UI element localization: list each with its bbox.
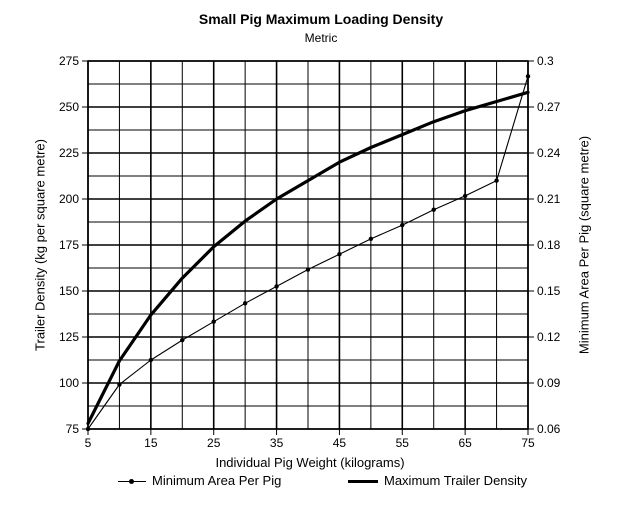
x-tick-label: 15 [144, 436, 158, 450]
legend-thick-line-marker [348, 480, 378, 483]
right-tick-label: 0.21 [537, 192, 561, 206]
left-tick-label: 75 [66, 422, 80, 436]
left-tick-label: 150 [59, 284, 79, 298]
data-point-minimum-area [242, 301, 248, 306]
data-point-minimum-area [117, 382, 122, 387]
x-tick-label: 5 [85, 436, 92, 450]
legend-label-minimum-area: Minimum Area Per Pig [152, 473, 282, 488]
x-tick-label: 65 [458, 436, 472, 450]
data-point-minimum-area [400, 222, 405, 228]
right-tick-label: 0.09 [537, 376, 561, 390]
series-group [85, 74, 531, 432]
x-tick-label: 35 [270, 436, 284, 450]
left-tick-label: 225 [59, 146, 79, 160]
right-tick-label: 0.27 [537, 100, 561, 114]
data-point-minimum-area [525, 74, 531, 79]
data-point-minimum-area [148, 357, 154, 363]
right-tick-label: 0.24 [537, 146, 561, 160]
left-tick-labels: 75 100 125 150 175 200 225 250 275 [59, 54, 79, 436]
x-tick-labels: 5 15 25 35 45 55 65 75 [85, 436, 535, 450]
right-tick-label: 0.12 [537, 330, 561, 344]
data-point-minimum-area [211, 319, 216, 324]
series-line-maximum-trailer-density [86, 90, 530, 426]
left-tick-label: 200 [59, 192, 79, 206]
data-point-minimum-area [368, 236, 374, 242]
x-tick-label: 25 [207, 436, 221, 450]
chart-title: Small Pig Maximum Loading Density [198, 11, 444, 27]
data-point-minimum-area [274, 284, 279, 289]
data-point-minimum-area [305, 267, 311, 272]
legend-dot-marker [129, 479, 134, 484]
x-tick-label: 45 [333, 436, 347, 450]
x-tick-label: 55 [396, 436, 410, 450]
left-tick-label: 100 [59, 376, 79, 390]
left-tick-label: 175 [59, 238, 79, 252]
data-point-minimum-area [462, 193, 468, 199]
right-tick-label: 0.3 [537, 54, 554, 68]
data-point-minimum-area [180, 337, 185, 343]
data-point-minimum-area [337, 252, 342, 257]
y-axis-left-label: Trailer Density (kg per square metre) [32, 139, 48, 351]
right-tick-label: 0.15 [537, 284, 561, 298]
left-tick-label: 275 [59, 54, 79, 68]
y-axis-right-label: Minimum Area Per Pig (square metre) [576, 135, 592, 355]
data-point-minimum-area [494, 178, 499, 183]
legend-label-maximum-density: Maximum Trailer Density [384, 473, 528, 488]
x-tick-label: 75 [521, 436, 535, 450]
right-tick-labels: 0.06 0.09 0.12 0.15 0.18 0.21 0.24 0.27 0.3 [537, 54, 561, 436]
data-point-minimum-area [85, 426, 91, 432]
right-tick-label: 0.18 [537, 238, 561, 252]
chart-subtitle: Metric [304, 31, 338, 45]
data-point-minimum-area [431, 207, 436, 212]
left-tick-label: 250 [59, 100, 79, 114]
left-tick-label: 125 [59, 330, 79, 344]
right-tick-label: 0.06 [537, 422, 561, 436]
x-axis-label: Individual Pig Weight (kilograms) [215, 455, 405, 470]
